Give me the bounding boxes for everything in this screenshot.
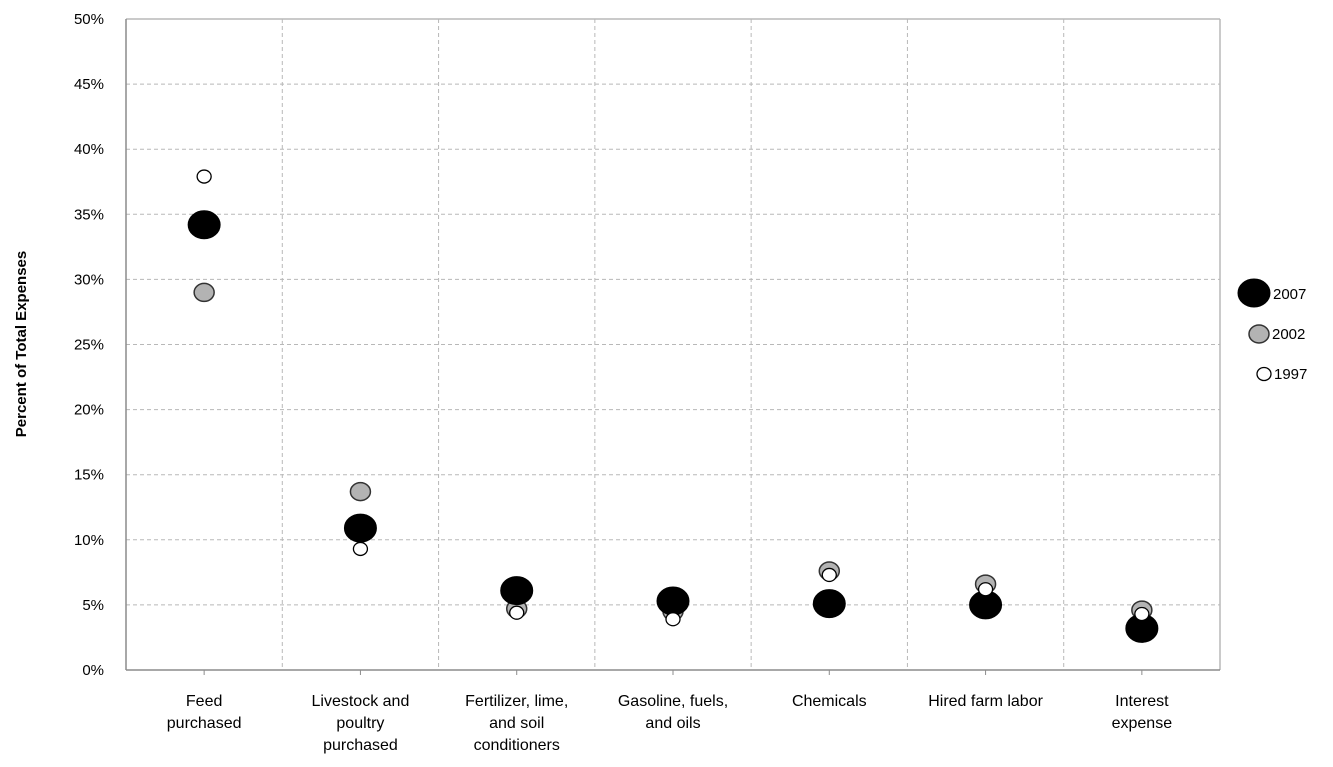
category-label: Interest — [1115, 693, 1169, 710]
y-tick-label: 15% — [74, 467, 104, 484]
category-label: and soil — [489, 715, 544, 732]
point-2007 — [812, 589, 846, 619]
point-2007 — [343, 513, 377, 543]
point-2007 — [187, 210, 221, 240]
category-label: Fertilizer, lime, — [465, 693, 568, 710]
category-label: Gasoline, fuels, — [618, 693, 728, 710]
point-1997 — [196, 169, 212, 184]
y-tick-label: 45% — [74, 76, 104, 93]
category-label: Livestock and — [312, 693, 410, 710]
category-label: Hired farm labor — [928, 693, 1043, 710]
point-1997 — [352, 541, 369, 557]
point-1997 — [821, 567, 837, 583]
point-1997 — [509, 605, 525, 620]
point-1997 — [977, 582, 994, 597]
y-tick-label: 30% — [74, 271, 104, 288]
y-tick-label: 40% — [74, 141, 104, 158]
legend-label-2007: 2007 — [1273, 286, 1306, 303]
category-label: and oils — [645, 715, 700, 732]
legend-marker-2007 — [1237, 278, 1271, 308]
legend: 2007 2002 1997 — [1237, 278, 1307, 383]
y-tick-label: 35% — [74, 206, 104, 223]
y-tick-label: 10% — [74, 532, 104, 549]
y-tick-label: 25% — [74, 337, 104, 354]
gridlines — [126, 19, 1220, 670]
point-1997 — [665, 612, 681, 627]
category-label: poultry — [336, 715, 384, 732]
data-points — [187, 169, 1159, 643]
legend-label-2002: 2002 — [1272, 326, 1305, 343]
category-label: purchased — [323, 737, 398, 754]
point-2007 — [656, 586, 690, 616]
y-tick-labels: 0% 5% 10% 15% 20% 25% 30% 35% 40% 45% 50% — [74, 11, 104, 679]
legend-marker-1997 — [1256, 366, 1272, 382]
point-1997 — [1134, 606, 1150, 622]
category-label: Feed — [186, 693, 222, 710]
y-tick-label: 50% — [74, 11, 104, 28]
category-label: purchased — [167, 715, 242, 732]
y-tick-label: 0% — [82, 662, 104, 679]
category-labels: Feed purchased Livestock and poultry purchas… — [167, 670, 1172, 754]
y-tick-label: 5% — [82, 597, 104, 614]
point-2007 — [500, 576, 534, 606]
y-axis-title: Percent of Total Expenses — [13, 251, 30, 437]
category-label: Chemicals — [792, 693, 867, 710]
category-label: expense — [1112, 715, 1173, 732]
category-label: conditioners — [474, 737, 560, 754]
legend-marker-2002 — [1248, 324, 1270, 344]
point-2002 — [349, 481, 372, 502]
legend-label-1997: 1997 — [1274, 366, 1307, 383]
y-tick-label: 20% — [74, 402, 104, 419]
point-2002 — [193, 282, 215, 303]
